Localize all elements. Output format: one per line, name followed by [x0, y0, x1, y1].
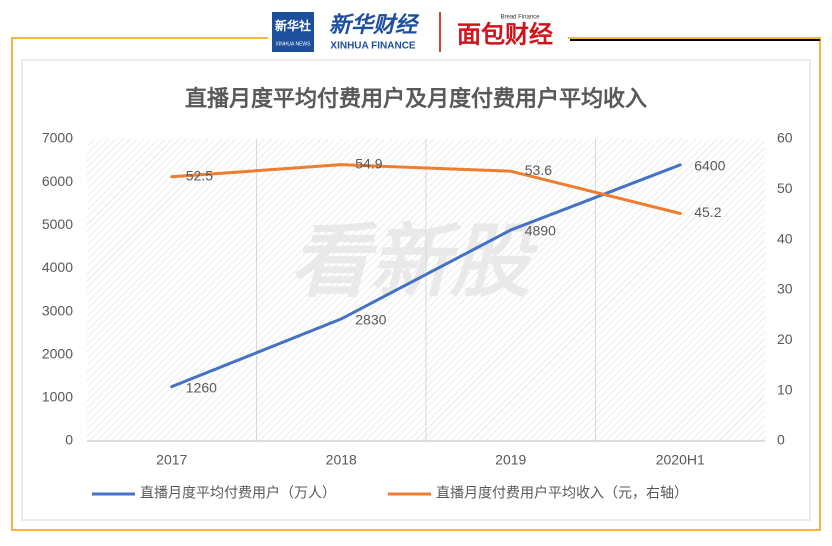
x-tick-label: 2017 [156, 452, 187, 468]
data-label: 4890 [525, 223, 556, 239]
y-tick-label: 2000 [42, 345, 73, 361]
xinhua-logo-en: XINHUA NEWS [275, 41, 311, 47]
data-label: 45.2 [694, 204, 721, 220]
y-tick-label: 3000 [42, 302, 73, 318]
header-mask [268, 28, 568, 52]
xinhua-logo-box [272, 12, 314, 52]
data-label: 54.9 [355, 155, 382, 171]
series-line [170, 163, 682, 215]
y-tick-label: 4000 [42, 259, 73, 275]
xinhua-logo: 新华社 [275, 18, 311, 33]
finance-logo: 新华财经 [329, 12, 420, 37]
legend-label: 直播月度平均付费用户（万人） [140, 485, 336, 501]
y2-tick-label: 20 [777, 331, 793, 347]
y2-tick-label: 40 [777, 230, 793, 246]
y-tick-label: 7000 [42, 130, 73, 146]
y-tick-label: 5000 [42, 216, 73, 232]
data-label: 2830 [355, 312, 386, 328]
series-line [170, 163, 682, 389]
y2-tick-label: 60 [777, 130, 793, 146]
legend-label: 直播月度付费用户平均收入（元，右轴） [436, 485, 688, 501]
y2-tick-label: 30 [777, 281, 793, 297]
x-tick-label: 2018 [326, 452, 357, 468]
watermark: 看新股 [290, 217, 538, 306]
data-label: 53.6 [525, 162, 552, 178]
data-label: 52.5 [186, 167, 213, 183]
y-tick-label: 6000 [42, 173, 73, 189]
data-label: 1260 [186, 379, 217, 395]
x-tick-label: 2019 [495, 452, 526, 468]
bread-logo: 面包财经 [457, 20, 553, 48]
y2-tick-label: 0 [777, 432, 785, 448]
bread-logo-en: Bread Finance [500, 15, 540, 21]
y-tick-label: 1000 [42, 389, 73, 405]
data-label: 6400 [694, 158, 725, 174]
finance-logo-en: XINHUA FINANCE [330, 41, 416, 52]
y2-tick-label: 10 [777, 381, 793, 397]
y-tick-label: 0 [65, 432, 73, 448]
chart-title: 直播月度平均付费用户及月度付费用户平均收入 [185, 86, 647, 111]
y2-tick-label: 50 [777, 180, 793, 196]
x-tick-label: 2020H1 [656, 452, 705, 468]
